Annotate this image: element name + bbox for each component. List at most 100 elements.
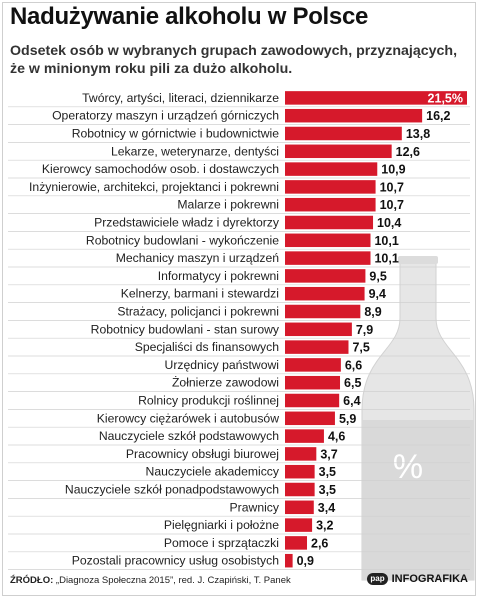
bar	[285, 251, 371, 265]
category-label: Nauczyciele szkół podstawowych	[99, 429, 279, 443]
bar	[285, 429, 324, 443]
chart-rows: Twórcy, artyści, literaci, dziennikarze 2…	[8, 91, 470, 570]
chart-row: Informatycy i pokrewni 9,5	[8, 269, 470, 286]
bar	[285, 304, 361, 319]
value-label: 0,9	[297, 554, 314, 568]
bar	[285, 553, 293, 568]
bar	[285, 126, 402, 141]
chart-row: Robotnicy budowlani - stan surowy 7,9	[8, 322, 470, 339]
chart-row: Twórcy, artyści, literaci, dziennikarze 2…	[8, 91, 470, 108]
category-label: Przedstawiciele władz i dyrektorzy	[94, 216, 280, 230]
chart-row: Mechanicy maszyn i urządzeń 10,1	[8, 251, 470, 268]
chart-row: Robotnicy w górnictwie i budownictwie 13,…	[8, 127, 470, 143]
bar	[285, 162, 378, 176]
category-label: Twórcy, artyści, literaci, dziennikarze	[82, 91, 279, 105]
chart-row: Malarze i pokrewni 10,7	[8, 198, 470, 214]
bar	[285, 536, 308, 550]
category-label: Urzędnicy państwowi	[165, 358, 279, 372]
bar	[285, 447, 317, 461]
category-label: Kelnerzy, barmani i stewardzi	[121, 287, 279, 301]
bottle-illustration: %	[361, 256, 475, 581]
category-label: Mechanicy maszyn i urządzeń	[116, 251, 279, 265]
category-label: Nauczyciele szkół ponadpodstawowych	[65, 483, 279, 497]
chart-row: Operatorzy maszyn i urządzeń górniczych 1…	[8, 109, 470, 125]
value-label: 9,5	[369, 269, 386, 283]
category-label: Inżynierowie, architekci, projektanci i …	[29, 180, 279, 194]
bar	[285, 464, 315, 479]
chart-row: Przedstawiciele władz i dyrektorzy 10,4	[8, 216, 470, 232]
brand-text: INFOGRAFIKA	[391, 573, 468, 585]
category-label: Pracownicy obsługi biurowej	[126, 447, 279, 461]
source-text: „Diagnoza Społeczna 2015”, red. J. Czapi…	[53, 575, 291, 586]
bar	[285, 269, 366, 283]
value-label: 21,5%	[428, 91, 463, 105]
value-label: 8,9	[364, 305, 381, 319]
bar	[285, 358, 341, 372]
value-label: 10,7	[380, 198, 404, 212]
bar	[285, 233, 371, 248]
chart-row: Pielęgniarki i położne 3,2	[8, 518, 470, 535]
chart-row: Nauczyciele akademiccy 3,5	[8, 465, 470, 481]
source-label: ŹRÓDŁO:	[10, 575, 54, 586]
bar	[285, 144, 392, 159]
bottle-neck-ring	[398, 256, 438, 264]
chart-row: Rolnicy produkcji roślinnej 6,4	[8, 394, 470, 410]
value-label: 5,9	[339, 412, 356, 426]
value-label: 10,9	[381, 163, 405, 177]
bar	[285, 393, 340, 408]
category-label: Informatycy i pokrewni	[158, 269, 279, 283]
value-label: 10,7	[380, 180, 404, 194]
chart-row: Robotnicy budowlani - wykończenie 10,1	[8, 233, 470, 250]
chart-row: Pracownicy obsługi biurowej 3,7	[8, 447, 470, 464]
value-label: 6,6	[345, 358, 362, 372]
page-title: Nadużywanie alkoholu w Polsce	[10, 3, 369, 30]
value-label: 12,6	[396, 145, 420, 159]
value-label: 13,8	[406, 127, 430, 141]
value-label: 3,7	[320, 447, 337, 461]
category-label: Robotnicy w górnictwie i budownictwie	[72, 127, 280, 141]
category-label: Robotnicy budowlani - wykończenie	[86, 233, 279, 247]
bar	[285, 411, 335, 426]
category-label: Kierowcy ciężarówek i autobusów	[97, 411, 279, 425]
chart-row: Inżynierowie, architekci, projektanci i …	[8, 180, 470, 197]
chart-row: Kierowcy ciężarówek i autobusów 5,9	[8, 411, 470, 428]
bar	[285, 482, 315, 497]
value-label: 3,5	[319, 483, 336, 497]
category-label: Żołnierze zawodowi	[172, 376, 279, 390]
chart-row: Nauczyciele szkół ponadpodstawowych 3,5	[8, 483, 470, 499]
chart-row: Pozostali pracownicy usług osobistych 0,9	[8, 554, 470, 570]
chart-row: Żołnierze zawodowi 6,5	[8, 376, 470, 392]
bar	[285, 375, 341, 390]
category-label: Malarze i pokrewni	[177, 198, 279, 212]
category-label: Robotnicy budowlani - stan surowy	[91, 322, 280, 336]
bar	[285, 215, 374, 230]
bottle-liquid	[362, 420, 474, 580]
value-label: 10,1	[374, 234, 398, 248]
brand: pap INFOGRAFIKA	[367, 573, 468, 585]
source-note: ŹRÓDŁO: „Diagnoza Społeczna 2015”, red. …	[10, 575, 291, 586]
bar	[285, 197, 376, 212]
chart-row: Prawnicy 3,4	[8, 500, 470, 517]
chart-row: Urzędnicy państwowi 6,6	[8, 358, 470, 375]
chart-row: Pomoce i sprzątaczki 2,6	[8, 536, 470, 553]
chart-row: Lekarze, weterynarze, dentyści 12,6	[8, 144, 470, 161]
value-label: 3,5	[319, 465, 336, 479]
bar	[285, 518, 313, 532]
bar	[285, 500, 314, 515]
value-label: 3,4	[318, 501, 335, 515]
category-label: Strażacy, policjanci i pokrewni	[117, 305, 279, 319]
category-label: Nauczyciele akademiccy	[146, 465, 280, 479]
value-label: 3,2	[316, 519, 333, 533]
category-label: Pozostali pracownicy usług osobistych	[72, 554, 279, 568]
value-label: 7,9	[356, 323, 373, 337]
value-label: 4,6	[328, 430, 345, 444]
value-label: 10,4	[377, 216, 401, 230]
bar	[285, 340, 349, 354]
chart-row: Nauczyciele szkół podstawowych 4,6	[8, 429, 470, 446]
chart-row: Specjaliści ds finansowych 7,5	[8, 340, 470, 357]
value-label: 6,5	[344, 376, 361, 390]
category-label: Lekarze, weterynarze, dentyści	[111, 144, 279, 158]
bar	[285, 286, 365, 301]
chart-row: Strażacy, policjanci i pokrewni 8,9	[8, 305, 470, 321]
value-label: 6,4	[343, 394, 360, 408]
